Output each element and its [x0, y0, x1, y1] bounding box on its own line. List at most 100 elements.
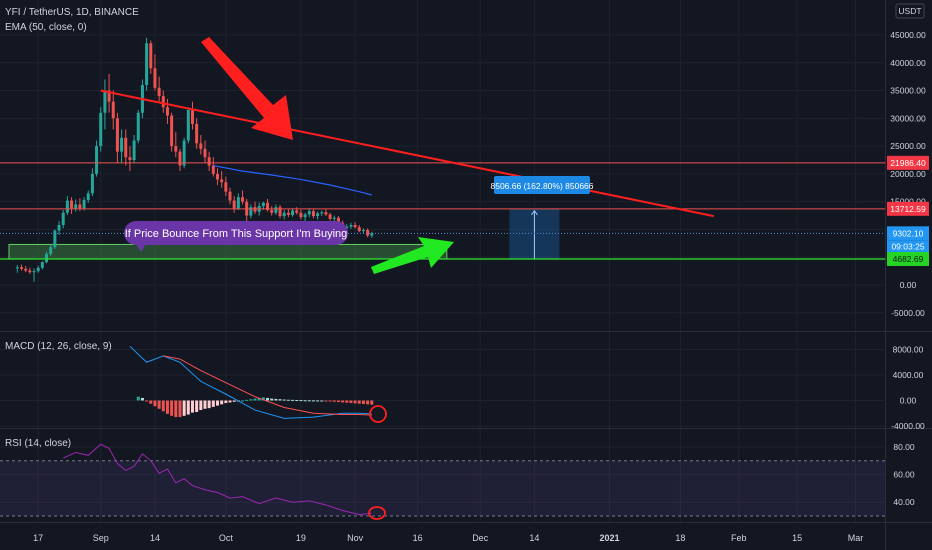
- macd-histogram-bar: [341, 400, 345, 403]
- rsi-legend[interactable]: RSI (14, close): [5, 438, 72, 449]
- candle-body: [49, 247, 53, 254]
- macd-histogram-bar: [257, 397, 261, 401]
- candle-body: [61, 212, 65, 225]
- candle-body: [199, 143, 203, 149]
- candle-body: [124, 137, 128, 158]
- candle-body: [266, 202, 270, 210]
- candle-body: [220, 179, 224, 183]
- macd-histogram-bar: [291, 399, 295, 401]
- candle-body: [232, 200, 236, 209]
- macd-histogram-bar: [165, 400, 169, 414]
- macd-histogram-bar: [266, 397, 270, 401]
- macd-legend[interactable]: MACD (12, 26, close, 9): [5, 341, 112, 352]
- price-tick: 20000.00: [890, 169, 926, 179]
- macd-histogram-bar: [241, 400, 245, 402]
- candle-body: [324, 212, 328, 215]
- ema-layer: [213, 164, 372, 196]
- target-label-text: 8506.66 (162.80%) 850666: [490, 181, 593, 191]
- candle-body: [320, 212, 324, 214]
- red-arrow: [201, 37, 293, 140]
- candle-body: [153, 68, 157, 88]
- candle-body: [328, 214, 332, 219]
- candle-body: [207, 157, 211, 166]
- macd-histogram-bar: [224, 400, 228, 404]
- price-tick: 25000.00: [890, 141, 926, 151]
- macd-histogram-bar: [361, 400, 365, 405]
- macd-histogram-bar: [228, 400, 232, 403]
- candle-body: [349, 224, 353, 227]
- candle-body: [270, 209, 274, 213]
- macd-histogram-bar: [366, 400, 370, 405]
- candle-body: [195, 123, 199, 144]
- candle-body: [90, 173, 94, 194]
- trendline: [100, 89, 714, 218]
- macd-histogram-bar: [199, 400, 203, 411]
- macd-histogram-bar: [349, 400, 353, 404]
- price-tick: 0.00: [900, 280, 917, 290]
- macd-histogram-bar: [320, 400, 324, 402]
- price-tick: 35000.00: [890, 86, 926, 96]
- price-tick: 40000.00: [890, 58, 926, 68]
- candle-body: [182, 140, 186, 166]
- macd-histogram-bar: [203, 400, 207, 409]
- macd-histogram-bar: [170, 400, 174, 416]
- price-tick: -5000.00: [891, 308, 925, 318]
- macd-histogram-bar: [211, 400, 215, 407]
- macd-histogram-bar: [145, 400, 149, 402]
- candle-body: [253, 207, 257, 212]
- macd-line: [129, 345, 372, 419]
- signal-line: [163, 355, 372, 416]
- macd-histogram-bar: [370, 400, 374, 405]
- time-label: 2021: [599, 533, 619, 543]
- price-tick: 45000.00: [890, 30, 926, 40]
- candle-body: [145, 43, 149, 85]
- ema-line: [213, 164, 372, 196]
- tag-support-bg: [887, 251, 929, 266]
- candle-body: [178, 151, 182, 166]
- tag-upper-resistance: 21986.40: [890, 158, 926, 168]
- macd-tick: 0.00: [900, 396, 917, 406]
- candle-body: [95, 146, 99, 174]
- macd-histogram-bar: [190, 400, 194, 413]
- ema-legend[interactable]: EMA (50, close, 0): [5, 22, 87, 33]
- macd-histogram-bar: [140, 397, 144, 401]
- candle-body: [303, 214, 307, 218]
- candle-body: [286, 212, 290, 215]
- candle-body: [190, 109, 194, 124]
- macd-histogram-bar: [278, 399, 282, 401]
- candle-body: [249, 207, 253, 216]
- rsi-line: [63, 443, 372, 516]
- time-label: 14: [529, 533, 539, 543]
- candle-body: [36, 267, 40, 272]
- candle-body: [111, 101, 115, 119]
- candle-body: [161, 96, 165, 108]
- macd-histogram-bar: [286, 399, 290, 401]
- rsi-tick: 80.00: [893, 442, 915, 452]
- time-label: Feb: [731, 533, 747, 543]
- rsi-pane: [0, 443, 885, 520]
- candle-body: [216, 173, 219, 180]
- macd-histogram-bar: [149, 400, 153, 404]
- candle-body: [53, 230, 57, 248]
- candle-body: [311, 211, 315, 217]
- tag-lower-resistance: 13712.59: [890, 204, 926, 214]
- candle-body: [165, 107, 169, 116]
- note-text: If Price Bounce From This Support I'm Bu…: [125, 228, 348, 240]
- time-label: 17: [33, 533, 43, 543]
- time-axis: 17 Sep 14 Oct 19 Nov 16 Dec 14 2021 18 Feb 15 Mar: [33, 533, 863, 543]
- candle-body: [291, 210, 295, 215]
- tag-support: 4682.69: [893, 254, 924, 264]
- macd-histogram-bar: [207, 400, 211, 409]
- macd-histogram-bar: [261, 397, 265, 401]
- candle-body: [261, 202, 265, 207]
- candle-body: [45, 253, 49, 263]
- macd-histogram-bar: [195, 400, 199, 412]
- candle-body: [149, 43, 153, 69]
- candle-body: [357, 227, 361, 232]
- candle-body: [74, 204, 78, 209]
- candle-body: [65, 200, 69, 213]
- time-label: 16: [413, 533, 423, 543]
- tag-last-price: 9302.10: [893, 228, 924, 238]
- symbol-legend[interactable]: YFI / TetherUS, 1D, BINANCE: [5, 7, 139, 18]
- candle-body: [170, 115, 174, 147]
